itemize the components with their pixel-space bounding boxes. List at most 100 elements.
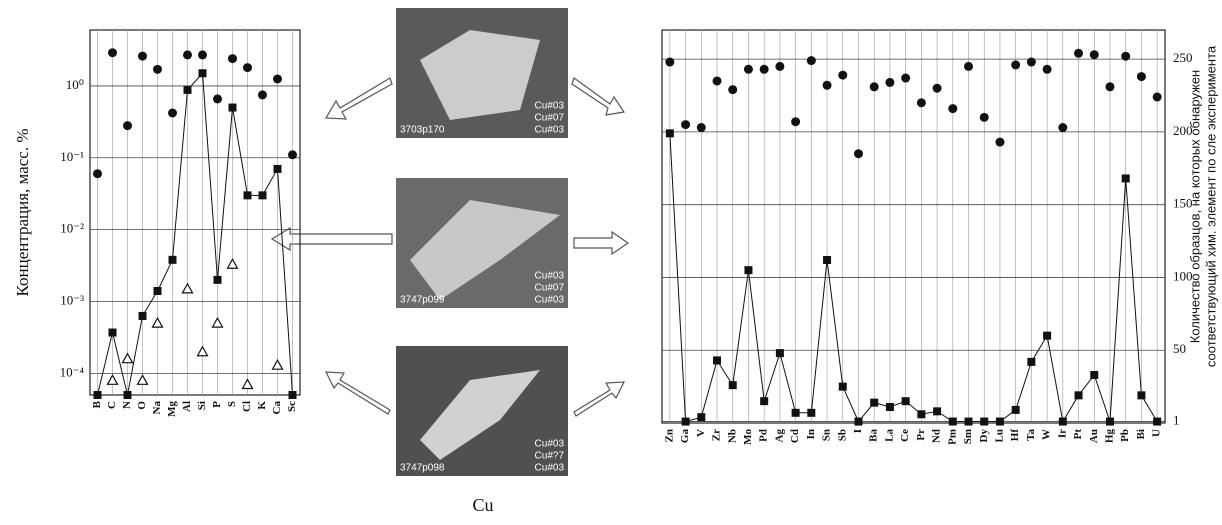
x-tick-label: Nd bbox=[931, 429, 943, 443]
circle-marker bbox=[995, 137, 1005, 147]
micrograph-label: Cu#03 bbox=[535, 295, 565, 306]
square-marker bbox=[1090, 370, 1099, 379]
circle-marker bbox=[838, 70, 848, 80]
square-marker bbox=[168, 255, 177, 264]
x-tick-label: Mg bbox=[166, 401, 178, 417]
circle-marker bbox=[775, 61, 785, 71]
x-tick-label: Sn bbox=[821, 429, 833, 441]
x-tick-label: Ag bbox=[773, 429, 785, 443]
circle-marker bbox=[213, 94, 222, 104]
x-tick-label: Zn bbox=[663, 429, 675, 442]
x-tick-label: Na bbox=[151, 401, 163, 415]
x-tick-label: W bbox=[1041, 429, 1053, 440]
square-marker bbox=[933, 407, 942, 416]
x-tick-label: Cd bbox=[789, 429, 801, 443]
y-tick-label: 10⁻³ bbox=[60, 292, 84, 307]
triangle-marker bbox=[241, 378, 254, 390]
square-marker bbox=[228, 103, 237, 112]
triangle-marker bbox=[211, 316, 224, 328]
x-tick-label: Sc bbox=[286, 401, 298, 412]
circle-marker bbox=[1152, 92, 1162, 102]
circle-marker bbox=[681, 120, 691, 130]
square-marker bbox=[123, 391, 132, 399]
y-axis-label: Количество образцов, на которых обнаруже… bbox=[1187, 70, 1202, 343]
square-marker bbox=[108, 328, 117, 337]
x-tick-label: Ba bbox=[868, 429, 880, 442]
arrow bbox=[325, 371, 391, 415]
circle-marker bbox=[1121, 51, 1131, 61]
x-tick-label: S bbox=[226, 401, 238, 407]
circle-marker bbox=[743, 64, 753, 74]
circle-marker bbox=[916, 98, 926, 108]
square-marker bbox=[1074, 391, 1083, 400]
circle-marker bbox=[228, 54, 237, 64]
x-tick-label: Zr bbox=[711, 429, 723, 441]
micrograph-caption: 3747p098 bbox=[400, 463, 445, 474]
x-tick-label: Pr bbox=[915, 429, 927, 441]
square-marker bbox=[823, 255, 832, 264]
square-marker bbox=[681, 417, 690, 426]
circle-marker bbox=[273, 74, 282, 84]
circle-marker bbox=[1074, 48, 1084, 58]
circle-marker bbox=[1136, 72, 1146, 82]
triangle-marker bbox=[271, 358, 284, 370]
square-marker bbox=[273, 164, 282, 173]
square-marker bbox=[948, 417, 957, 426]
x-tick-label: Dy bbox=[978, 429, 990, 443]
circle-marker bbox=[1058, 123, 1068, 133]
triangle-marker bbox=[151, 316, 164, 328]
circle-marker bbox=[1011, 60, 1021, 70]
x-tick-label: Pb bbox=[1119, 429, 1131, 442]
x-tick-label: Hf bbox=[1009, 429, 1021, 442]
circle-marker bbox=[1042, 64, 1052, 74]
square-marker bbox=[901, 397, 910, 406]
triangle-marker bbox=[181, 282, 194, 294]
x-tick-label: B bbox=[91, 400, 103, 408]
x-tick-label: Lu bbox=[993, 429, 1005, 442]
circle-marker bbox=[728, 85, 738, 95]
particle bbox=[420, 370, 540, 460]
square-marker bbox=[258, 191, 267, 200]
circle-marker bbox=[198, 50, 207, 60]
triangle-marker bbox=[121, 352, 134, 364]
y-tick-label: 1 bbox=[1173, 413, 1180, 428]
x-tick-label: Sb bbox=[836, 429, 848, 441]
triangle-marker bbox=[226, 258, 239, 269]
micrograph-caption: 3747p099 bbox=[400, 295, 445, 306]
square-marker bbox=[183, 85, 192, 94]
micrograph-caption: 3703p170 bbox=[400, 125, 445, 136]
x-tick-label: Au bbox=[1088, 429, 1100, 443]
square-marker bbox=[288, 391, 297, 399]
y-tick-label: 50 bbox=[1173, 341, 1186, 356]
circle-marker bbox=[168, 108, 177, 118]
square-marker bbox=[1153, 417, 1162, 426]
micrograph-label: Cu#07 bbox=[535, 283, 565, 294]
square-marker bbox=[243, 191, 252, 200]
square-marker bbox=[791, 408, 800, 417]
square-marker bbox=[1058, 417, 1067, 426]
circle-marker bbox=[1089, 50, 1099, 60]
square-marker bbox=[213, 275, 222, 284]
circle-marker bbox=[665, 57, 675, 67]
x-tick-label: O bbox=[136, 401, 148, 410]
x-tick-label: N bbox=[121, 401, 133, 409]
circle-marker bbox=[853, 149, 863, 159]
circle-marker bbox=[183, 50, 192, 60]
x-tick-label: Pt bbox=[1072, 429, 1084, 440]
square-marker bbox=[917, 410, 926, 419]
circle-marker bbox=[153, 64, 162, 74]
circle-marker bbox=[258, 90, 267, 100]
square-marker bbox=[1105, 417, 1114, 426]
y-axis-label: соответствующий хим. элемент по сле эксп… bbox=[1203, 45, 1218, 367]
square-marker bbox=[153, 287, 162, 296]
circle-marker bbox=[932, 83, 942, 93]
x-tick-label: Si bbox=[196, 401, 208, 410]
square-marker bbox=[138, 311, 147, 320]
square-marker bbox=[1137, 391, 1146, 400]
circle-marker bbox=[123, 121, 132, 131]
micrograph-label: Cu#?7 bbox=[535, 451, 565, 462]
y-tick-label: 200 bbox=[1173, 123, 1193, 138]
circle-marker bbox=[806, 56, 816, 66]
circle-marker bbox=[93, 169, 102, 179]
square-marker bbox=[198, 69, 207, 78]
